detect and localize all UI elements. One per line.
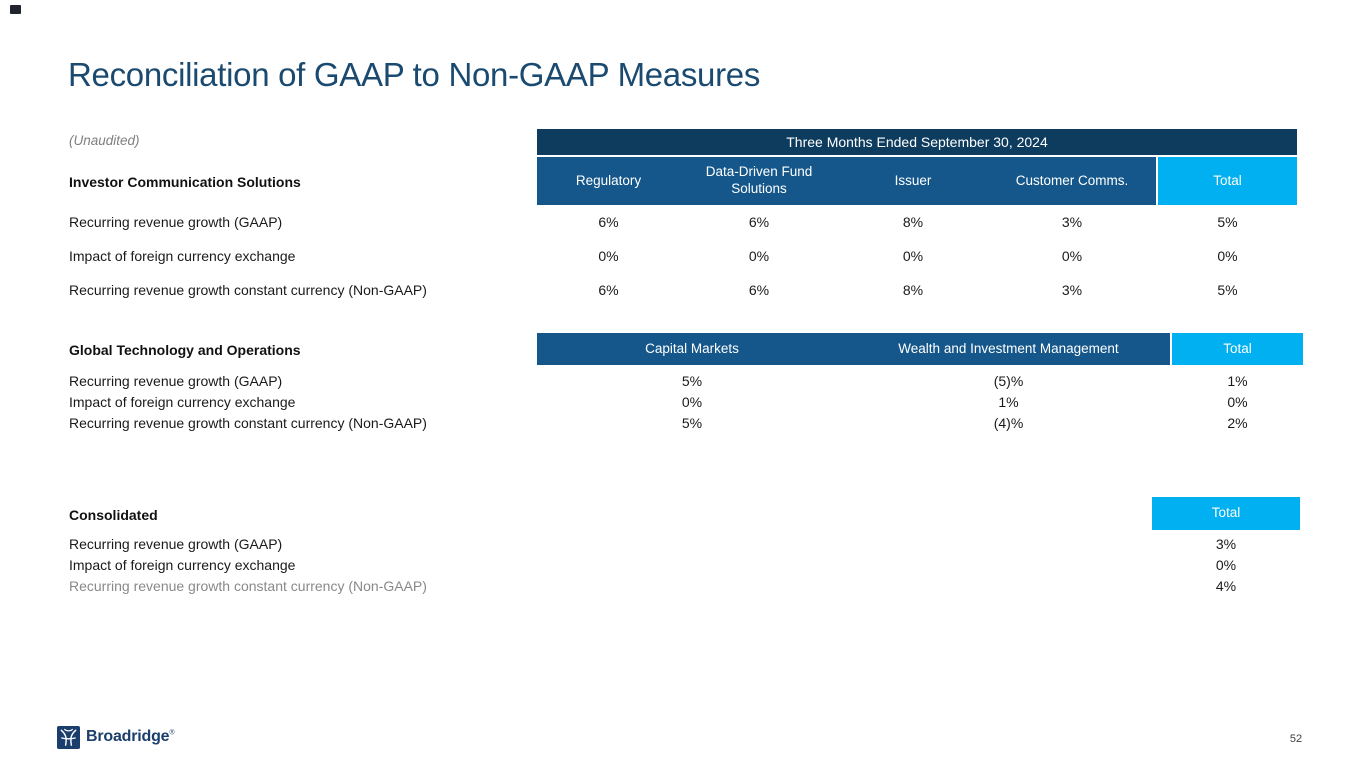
cell-value: 0%	[598, 248, 619, 264]
period-header: Three Months Ended September 30, 2024	[537, 129, 1297, 155]
section-title-consolidated: Consolidated	[69, 507, 158, 523]
column-divider	[1156, 157, 1158, 205]
table1-col-issuer: Issuer	[838, 157, 988, 205]
cell-value: 6%	[748, 282, 770, 298]
row-values: 5% (4)% 2%	[537, 412, 1303, 433]
row-label: Recurring revenue growth constant curren…	[69, 414, 427, 431]
broadridge-logo: Broadridge®	[57, 726, 175, 749]
row-values: 0% 1% 0%	[537, 391, 1303, 412]
page-title: Reconciliation of GAAP to Non-GAAP Measu…	[68, 56, 761, 93]
table1-col-regulatory: Regulatory	[537, 157, 680, 205]
table-row: Impact of foreign currency exchange 0%	[0, 554, 1365, 575]
row-label: Recurring revenue growth (GAAP)	[69, 372, 283, 389]
broadridge-logo-icon	[57, 726, 80, 749]
row-values: 4%	[1152, 575, 1300, 596]
cell-value: 0%	[1061, 248, 1083, 264]
cell-value: (4)%	[993, 414, 1024, 431]
row-label: Recurring revenue growth constant curren…	[69, 282, 427, 298]
row-values: 6% 6% 8% 3% 5%	[537, 205, 1297, 239]
table-row: Recurring revenue growth (GAAP) 6% 6% 8%…	[0, 205, 1365, 239]
table-row: Impact of foreign currency exchange 0% 1…	[0, 391, 1365, 412]
unaudited-label: (Unaudited)	[69, 133, 140, 148]
table-row: Recurring revenue growth constant curren…	[0, 412, 1365, 433]
cell-value: 6%	[598, 282, 619, 298]
table3-col-total: Total	[1152, 497, 1300, 530]
table-row: Recurring revenue growth constant curren…	[0, 273, 1365, 307]
table-row: Impact of foreign currency exchange 0% 0…	[0, 239, 1365, 273]
cell-value: 0%	[902, 248, 924, 264]
cell-value: 5%	[681, 372, 703, 389]
cell-value: 6%	[748, 214, 770, 230]
cell-value: 5%	[1217, 282, 1238, 298]
registered-mark: ®	[169, 729, 175, 737]
column-divider	[1170, 333, 1172, 365]
cell-value: 5%	[1217, 214, 1238, 230]
row-label: Recurring revenue growth (GAAP)	[69, 535, 283, 552]
corner-artifact	[10, 5, 21, 14]
section-title-ics: Investor Communication Solutions	[69, 174, 301, 190]
cell-value: 0%	[1215, 556, 1237, 573]
section-title-gto: Global Technology and Operations	[69, 342, 301, 358]
row-label: Recurring revenue growth constant curren…	[69, 577, 427, 594]
cell-value: 3%	[1061, 214, 1083, 230]
row-values: 5% (5)% 1%	[537, 370, 1303, 391]
table1-col-data-driven-fund-solutions: Data-Driven Fund Solutions	[680, 157, 838, 205]
cell-value: 1%	[1227, 372, 1248, 389]
cell-value: 3%	[1215, 535, 1237, 552]
row-label: Impact of foreign currency exchange	[69, 248, 296, 264]
table1-col-customer-comms: Customer Comms.	[988, 157, 1156, 205]
row-values: 3%	[1152, 533, 1300, 554]
table2-col-capital-markets: Capital Markets	[537, 333, 847, 365]
table2-col-total: Total	[1172, 333, 1303, 365]
cell-value: 8%	[902, 214, 924, 230]
row-label: Impact of foreign currency exchange	[69, 393, 296, 410]
table-row: Recurring revenue growth constant curren…	[0, 575, 1365, 596]
table2-header-row: Capital Markets Wealth and Investment Ma…	[537, 333, 1303, 365]
cell-value: 5%	[681, 414, 703, 431]
row-values: 6% 6% 8% 3% 5%	[537, 273, 1297, 307]
cell-value: 0%	[1227, 393, 1248, 410]
cell-value: 8%	[902, 282, 924, 298]
cell-value: 1%	[998, 393, 1019, 410]
table1-header-row: Regulatory Data-Driven Fund Solutions Is…	[537, 157, 1297, 205]
cell-value: (5)%	[993, 372, 1024, 389]
table-row: Recurring revenue growth (GAAP) 5% (5)% …	[0, 370, 1365, 391]
cell-value: 0%	[748, 248, 770, 264]
table2-col-wealth-investment-management: Wealth and Investment Management	[847, 333, 1170, 365]
page-number: 52	[1289, 733, 1303, 745]
row-values: 0%	[1152, 554, 1300, 575]
cell-value: 4%	[1215, 577, 1237, 594]
cell-value: 0%	[681, 393, 703, 410]
row-label: Impact of foreign currency exchange	[69, 556, 296, 573]
logo-wordmark: Broadridge®	[86, 728, 175, 745]
row-values: 0% 0% 0% 0% 0%	[537, 239, 1297, 273]
cell-value: 6%	[598, 214, 619, 230]
cell-value: 2%	[1227, 414, 1248, 431]
cell-value: 0%	[1217, 248, 1238, 264]
cell-value: 3%	[1061, 282, 1083, 298]
row-label: Recurring revenue growth (GAAP)	[69, 214, 283, 230]
table1-col-total: Total	[1158, 157, 1297, 205]
table-row: Recurring revenue growth (GAAP) 3%	[0, 533, 1365, 554]
